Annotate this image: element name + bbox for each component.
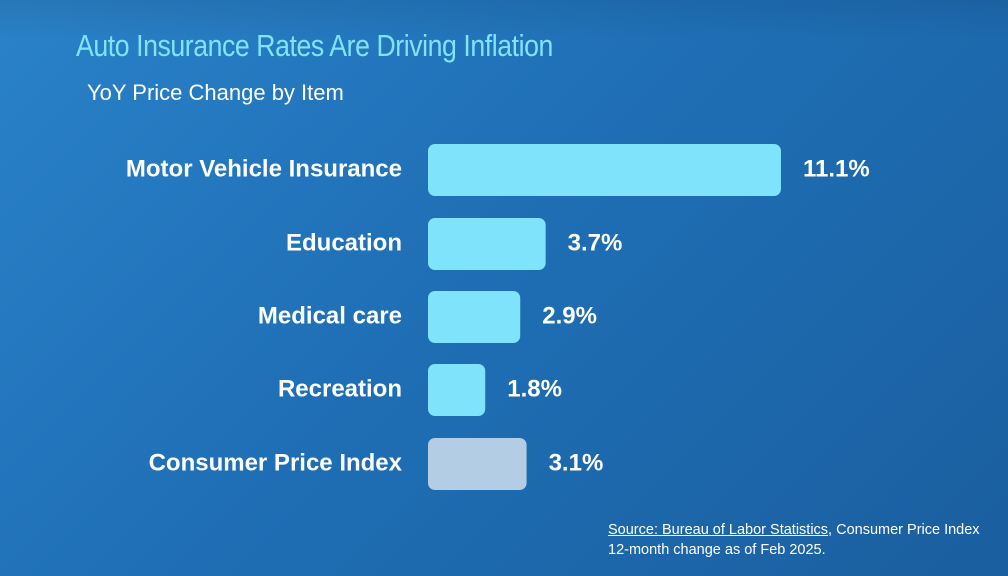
bar-medical-care	[428, 291, 521, 343]
value-label-medical-care: 2.9%	[542, 302, 597, 329]
source-note: Source: Bureau of Labor Statistics, Cons…	[608, 520, 988, 560]
value-label-motor-vehicle-insurance: 11.1%	[803, 155, 870, 182]
value-label-recreation: 1.8%	[507, 375, 562, 402]
top-shade	[0, 0, 1008, 40]
source-link[interactable]: Source: Bureau of Labor Statistics	[608, 522, 829, 538]
chart-title: Auto Insurance Rates Are Driving Inflati…	[76, 28, 553, 63]
category-label-medical-care: Medical care	[258, 302, 402, 329]
value-label-education: 3.7%	[568, 229, 623, 256]
source-text: , Consumer Price Index 12-month change a…	[608, 522, 980, 558]
category-label-recreation: Recreation	[278, 375, 402, 402]
category-label-motor-vehicle-insurance: Motor Vehicle Insurance	[126, 155, 402, 182]
category-label-consumer-price-index: Consumer Price Index	[149, 449, 403, 476]
bar-recreation	[428, 364, 486, 416]
category-label-education: Education	[286, 229, 402, 256]
chart-subtitle: YoY Price Change by Item	[87, 80, 344, 105]
bar-consumer-price-index	[428, 438, 527, 490]
bar-motor-vehicle-insurance	[428, 144, 781, 196]
bar-education	[428, 218, 546, 270]
value-label-consumer-price-index: 3.1%	[549, 449, 604, 476]
